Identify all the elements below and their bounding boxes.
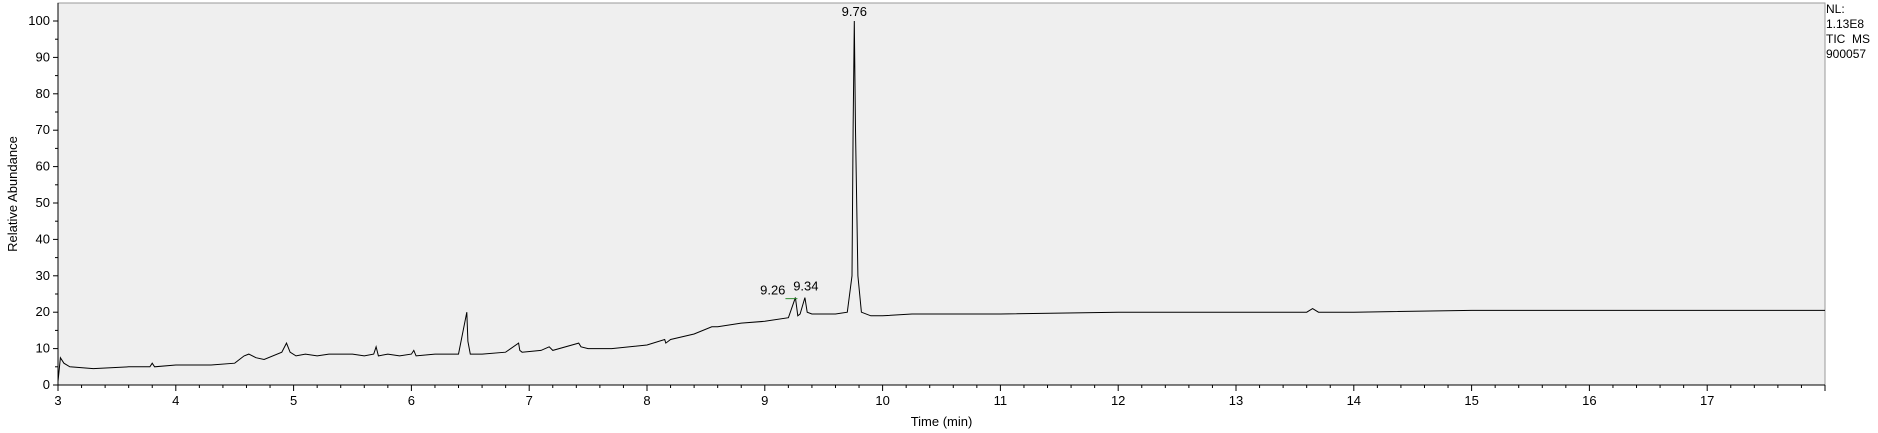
nl-value: 1.13E8 (1826, 17, 1865, 31)
x-tick-label: 6 (408, 393, 415, 408)
y-tick-label: 30 (36, 268, 50, 283)
y-tick-label: 40 (36, 231, 50, 246)
scan-info: NL: 1.13E8 TIC MS 900057 (1826, 2, 1870, 62)
y-tick-label: 0 (43, 377, 50, 392)
scan-type: TIC MS (1826, 32, 1870, 46)
y-tick-label: 90 (36, 49, 50, 64)
trace-layer (57, 20, 1825, 382)
x-axis: 3 4 5 6 7 8 9 10 11 12 13 14 15 16 17 (54, 384, 1826, 408)
y-tick-label: 20 (36, 304, 50, 319)
plot-area (57, 2, 1826, 386)
x-tick-label: 17 (1700, 393, 1714, 408)
x-tick-label: 9 (761, 393, 768, 408)
x-tick-label: 13 (1229, 393, 1243, 408)
x-tick-label: 11 (994, 393, 1008, 408)
nl-label: NL: (1826, 2, 1845, 16)
y-tick-label: 100 (28, 13, 50, 28)
x-tick-label: 7 (526, 393, 533, 408)
peak-label-layer: 9.26 9.34 9.76 (760, 4, 867, 300)
x-tick-label: 4 (172, 393, 179, 408)
x-tick-label: 12 (1111, 393, 1125, 408)
y-tick-label: 10 (36, 341, 50, 356)
peak-label: 9.76 (842, 4, 867, 19)
x-tick-label: 15 (1464, 393, 1478, 408)
x-tick-label: 5 (290, 393, 297, 408)
tic-trace (57, 20, 1825, 382)
peak-label: 9.26 (760, 283, 785, 298)
y-axis-title: Relative Abundance (5, 136, 20, 252)
x-tick-label: 14 (1347, 393, 1361, 408)
x-axis-title: Time (min) (911, 414, 973, 429)
y-tick-label: 60 (36, 159, 50, 174)
peak-label: 9.34 (793, 279, 818, 294)
x-tick-label: 10 (875, 393, 889, 408)
sample-id: 900057 (1826, 47, 1867, 61)
y-tick-label: 50 (36, 195, 50, 210)
y-axis: 0 10 20 30 40 50 60 70 80 90 100 (28, 3, 59, 392)
y-tick-label: 80 (36, 86, 50, 101)
y-tick-label: 70 (36, 122, 50, 137)
x-tick-label: 16 (1582, 393, 1596, 408)
x-tick-label: 8 (643, 393, 650, 408)
x-tick-label: 3 (54, 393, 61, 408)
